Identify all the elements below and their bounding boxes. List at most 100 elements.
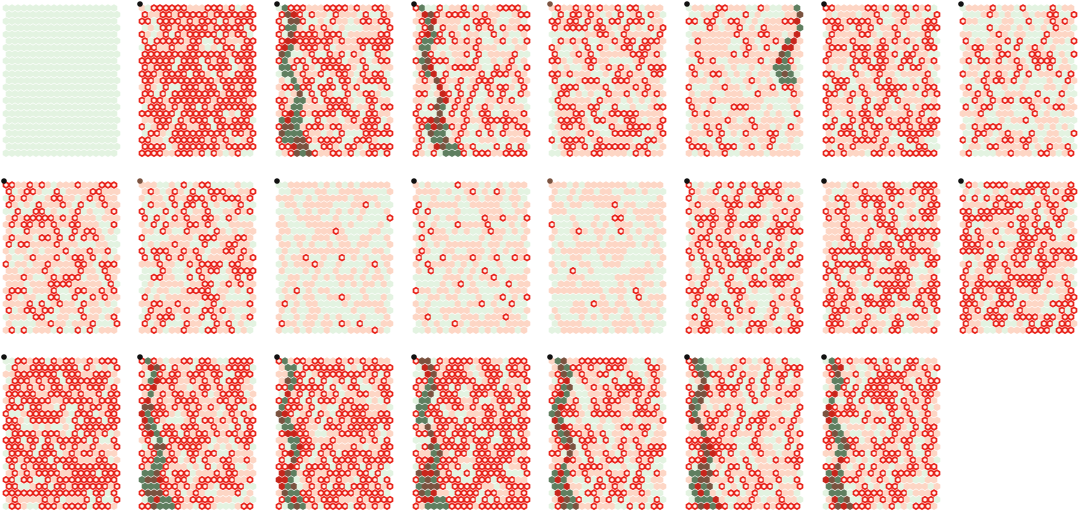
hex-cell [189,319,197,328]
hex-cell [885,142,893,151]
hex-cell [915,50,923,58]
highlight-cell [231,89,239,98]
highlight-cell [983,56,991,65]
hex-cell [287,57,295,65]
hex-cell [86,207,94,216]
hex-cell [159,240,167,249]
highlight-cell [168,194,176,203]
trail-cell [778,76,786,85]
highlight-cell [1001,96,1009,105]
highlight-cell [302,129,310,138]
hex-cell [442,43,450,52]
hex-cell [228,220,236,229]
hex-cell [47,267,55,275]
hex-cell [144,123,152,131]
highlight-cell [870,149,878,158]
highlight-cell [596,96,604,105]
hex-cell [174,43,182,52]
hex-cell [656,4,664,12]
hex-cell [326,267,334,275]
highlight-cell [302,253,310,262]
hex-cell [234,4,242,12]
hex-cell [412,83,420,91]
highlight-cell [204,260,212,269]
hex-cell [243,129,251,138]
highlight-cell [915,142,923,151]
hex-cell [213,214,221,222]
highlight-cell [587,76,595,85]
hex-cell [353,207,361,216]
hex-cell [332,253,340,262]
hex-cell [989,83,997,91]
highlight-cell [685,17,693,26]
highlight-cell [162,17,170,26]
highlight-cell [243,103,251,111]
trail-cell [287,43,295,52]
highlight-cell [183,63,191,72]
hex-cell [484,207,492,216]
highlight-cell [305,30,313,39]
hex-cell [11,280,19,288]
hex-cell [350,103,358,111]
highlight-cell [1034,50,1042,59]
highlight-cell [563,116,571,125]
hex-cell [5,50,13,58]
hex-map-panel [274,1,394,158]
hex-cell [754,10,762,19]
hex-cell [296,306,304,315]
hex-cell [703,96,711,105]
highlight-cell [721,4,729,12]
hex-cell [1061,83,1069,91]
hex-cell [551,63,559,72]
hex-cell [575,63,583,72]
hex-cell [763,123,771,131]
hex-cell [796,50,804,58]
hex-cell [68,136,76,144]
hex-cell [299,286,307,295]
hex-cell [20,17,28,25]
highlight-cell [697,56,705,65]
hex-cell [584,123,592,131]
hex-cell [32,30,40,39]
hex-cell [341,247,349,255]
hex-cell [317,149,325,157]
hex-cell [421,201,429,209]
highlight-cell [427,50,435,59]
highlight-cell [638,56,646,65]
hex-cell [451,187,459,196]
highlight-cell [644,149,652,158]
hex-cell [278,90,286,98]
highlight-cell [439,76,447,85]
hex-cell [448,220,456,229]
hex-cell [305,194,313,202]
hex-cell [427,214,435,222]
highlight-cell [156,313,164,321]
hex-cell [742,142,750,151]
highlight-cell [632,17,640,26]
highlight-cell [685,136,693,144]
hex-cell [296,319,304,328]
trail-cell [424,30,432,39]
trail-cell [296,116,304,124]
hex-cell [347,123,355,131]
hex-cell [290,253,298,262]
hex-cell [180,17,188,25]
hex-cell [56,70,64,78]
highlight-cell [575,50,583,59]
highlight-cell [189,116,197,125]
hex-cell [365,313,373,321]
hex-cell [751,96,759,105]
highlight-cell [828,136,836,144]
highlight-cell [554,96,562,105]
highlight-cell [59,214,67,222]
hex-cell [879,129,887,138]
hex-cell [344,129,352,138]
hex-cell [41,319,49,328]
hex-cell [183,293,191,301]
highlight-cell [246,83,254,92]
hex-cell [83,90,91,98]
hex-cell [980,37,988,45]
highlight-cell [888,122,896,131]
hex-cell [466,136,474,144]
hex-cell [837,116,845,124]
